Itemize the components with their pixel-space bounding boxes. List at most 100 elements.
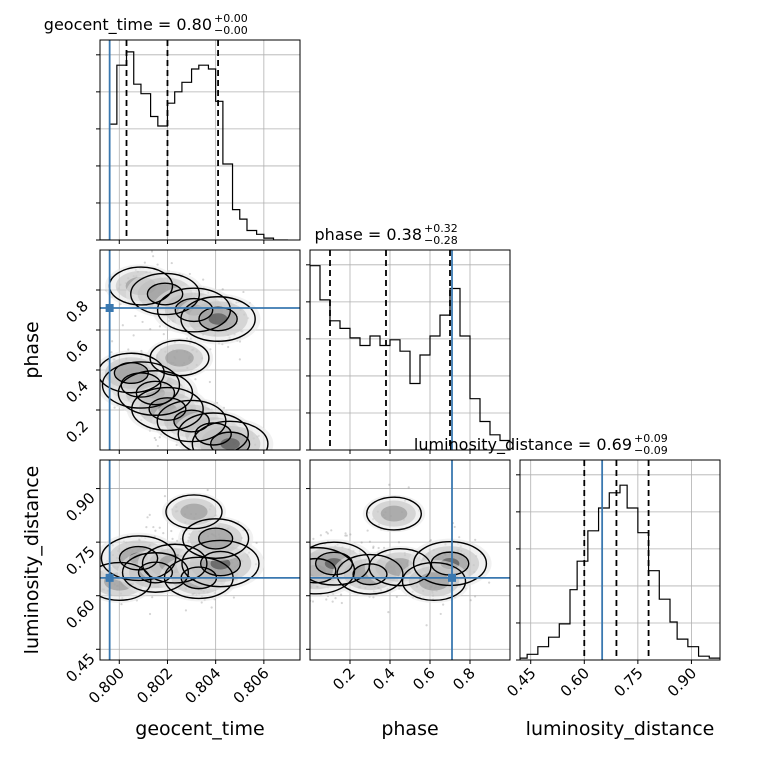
sample-point [91, 593, 93, 595]
sample-point [238, 358, 241, 361]
sample-point [295, 586, 297, 588]
sample-point [292, 582, 294, 584]
contour-line [181, 539, 260, 588]
sample-point [366, 529, 369, 532]
hist-geocent_time [100, 51, 288, 240]
sample-point [134, 314, 137, 318]
panel-title-main: geocent_time = 0.80 [44, 15, 212, 35]
density-panel-phase_vs_geocent_time [96, 250, 300, 469]
sample-point [425, 624, 428, 627]
x-tick-label: 0.90 [664, 664, 700, 700]
sample-point [488, 581, 491, 584]
sample-point [227, 345, 230, 349]
panel-title-sub: −0.00 [214, 24, 248, 37]
contour-line [336, 553, 404, 595]
x-axis-label-geocent_time: geocent_time [135, 718, 264, 740]
panel-title-main: luminosity_distance = 0.69 [414, 435, 632, 455]
sample-point [228, 467, 230, 469]
panel-title-sup: +0.00 [214, 12, 248, 25]
sample-point [97, 611, 99, 613]
sample-point [217, 451, 219, 453]
sample-point [237, 453, 239, 455]
panel-title-phase: phase = 0.38 +0.32−0.28 [315, 222, 458, 247]
sample-point [184, 451, 186, 453]
sample-point [289, 545, 291, 547]
sample-point [307, 543, 309, 545]
x-tick-label: 0.800 [85, 664, 128, 707]
sample-point [242, 457, 244, 459]
sample-point [301, 563, 303, 565]
contour-line [209, 431, 251, 450]
sample-point [307, 578, 309, 580]
density-panel-luminosity_distance_vs_phase [289, 460, 510, 660]
sample-point [152, 525, 155, 529]
sample-point [474, 538, 477, 541]
sample-point [344, 534, 347, 537]
density-level [380, 505, 408, 522]
sample-point [217, 456, 219, 458]
contour-line [368, 547, 432, 587]
panel-frame [309, 249, 511, 451]
hist-panel-phase [310, 250, 510, 450]
contour-line [412, 541, 488, 587]
contour-line [180, 296, 256, 342]
sample-point [162, 532, 165, 535]
sample-point [194, 378, 197, 381]
sample-point [232, 596, 235, 599]
truth-marker [448, 573, 456, 582]
sample-point [111, 340, 114, 343]
sample-point [221, 288, 224, 291]
sample-point [170, 529, 173, 533]
sample-point [170, 261, 173, 265]
contour-line [137, 561, 174, 584]
sample-point [120, 603, 123, 606]
panel-title-sup: +0.09 [634, 432, 668, 445]
contour-line [113, 361, 149, 385]
sample-point [473, 595, 477, 598]
y-tick-label: 0.90 [62, 489, 98, 525]
sample-point [206, 455, 208, 457]
sample-point [143, 261, 146, 264]
sample-point [339, 593, 343, 596]
contour-line [100, 535, 177, 582]
contour-line [165, 494, 223, 530]
sample-point [230, 462, 232, 464]
density-level [199, 528, 232, 549]
y-tick-label: 0.45 [62, 650, 98, 686]
sample-point [121, 324, 124, 327]
contour-line [401, 561, 467, 602]
y-tick-label: 0.75 [62, 542, 98, 578]
sample-point [304, 585, 306, 587]
sample-point [257, 451, 259, 453]
contour-line [174, 297, 214, 323]
hist-phase [310, 265, 510, 450]
panel-title-sub: −0.28 [424, 234, 458, 247]
hist-panel-luminosity_distance [520, 460, 720, 660]
sample-point [141, 320, 144, 324]
sample-point [234, 453, 236, 455]
sample-point [217, 452, 219, 454]
x-tick-label: 0.2 [329, 664, 359, 694]
sample-point [300, 576, 302, 578]
sample-point [246, 456, 248, 458]
panel-frame [99, 39, 301, 241]
sample-point [311, 600, 315, 603]
sample-point [227, 451, 229, 453]
sample-point [176, 539, 179, 542]
density-level [208, 313, 228, 325]
sample-point [349, 533, 352, 536]
sample-point [158, 526, 161, 529]
sample-point [210, 606, 213, 609]
sample-point [305, 569, 307, 571]
sample-point [239, 452, 241, 454]
x-axis-label-luminosity_distance: luminosity_distance [526, 718, 715, 740]
sample-point [127, 348, 130, 351]
sample-point [340, 601, 343, 605]
sample-point [96, 371, 98, 373]
sample-point [233, 452, 235, 454]
sample-point [208, 380, 211, 384]
sample-point [202, 278, 205, 281]
x-tick-label: 0.45 [503, 664, 539, 700]
contour-line [149, 339, 210, 377]
sample-point [407, 486, 410, 489]
